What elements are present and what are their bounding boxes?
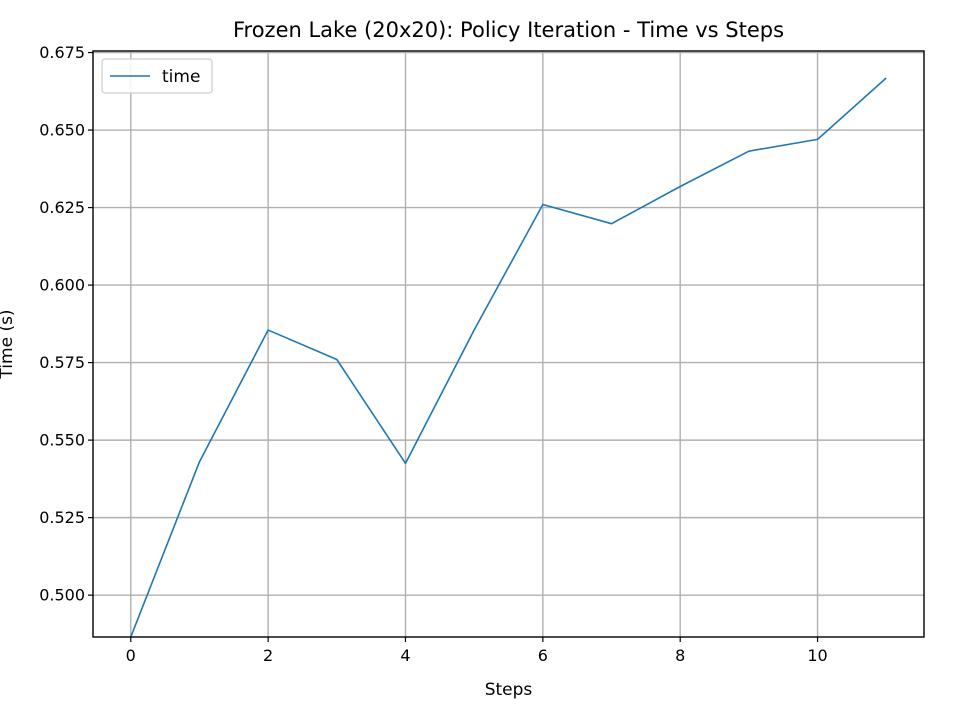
y-tick-label: 0.550 — [39, 431, 85, 450]
grid — [93, 51, 924, 637]
y-tick-label: 0.625 — [39, 198, 85, 217]
y-tick-label: 0.675 — [39, 43, 85, 62]
y-tick-label: 0.650 — [39, 121, 85, 140]
x-tick-label: 0 — [126, 646, 136, 665]
y-tick-label: 0.600 — [39, 276, 85, 295]
x-axis-label: Steps — [485, 680, 533, 700]
y-tick-label: 0.525 — [39, 508, 85, 527]
x-axis: 0 2 4 6 8 10 — [126, 637, 828, 665]
x-tick-label: 4 — [400, 646, 410, 665]
x-tick-label: 6 — [538, 646, 548, 665]
y-tick-label: 0.500 — [39, 586, 85, 605]
y-tick-label: 0.575 — [39, 353, 85, 372]
series-line-time — [130, 77, 887, 638]
y-axis-label: Time (s) — [0, 309, 17, 379]
x-tick-label: 10 — [807, 646, 827, 665]
legend-label-time: time — [162, 67, 200, 87]
chart-title: Frozen Lake (20x20): Policy Iteration - … — [233, 18, 784, 42]
x-tick-label: 8 — [675, 646, 685, 665]
x-tick-label: 2 — [263, 646, 273, 665]
legend: time — [101, 58, 213, 94]
plot-frame — [92, 50, 925, 638]
y-axis: 0.500 0.525 0.550 0.575 0.600 0.625 0.650 0.675 — [39, 43, 93, 605]
legend-box — [101, 58, 213, 94]
series-layer — [130, 77, 887, 638]
